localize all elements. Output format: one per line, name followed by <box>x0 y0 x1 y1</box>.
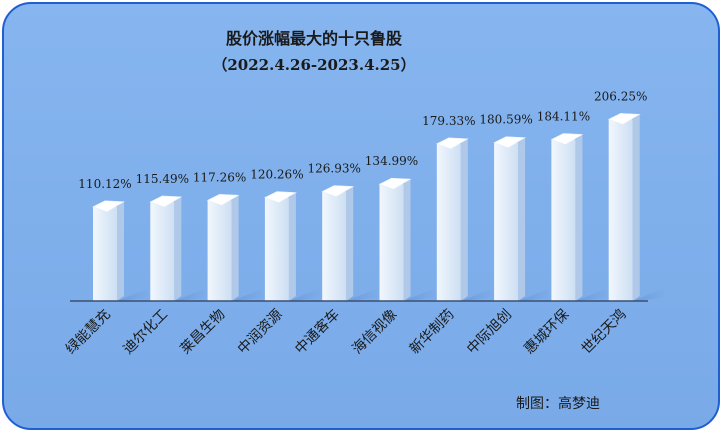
bar-6 <box>378 177 438 301</box>
bar-shadow <box>460 289 495 301</box>
bar-value-label: 115.49% <box>136 172 189 186</box>
bar-top <box>436 137 469 150</box>
bar-top <box>378 177 412 190</box>
bar-front <box>207 200 232 301</box>
bar-top <box>321 185 355 197</box>
bar-5 <box>321 185 381 301</box>
bar-front <box>264 197 289 301</box>
bar-side <box>346 186 354 301</box>
bar-4 <box>264 191 323 301</box>
bar-front <box>494 142 519 301</box>
bar-side <box>231 195 239 301</box>
bar-front <box>436 143 461 301</box>
bar-1 <box>92 200 151 301</box>
bar-value-label: 184.11% <box>537 109 590 123</box>
bar-top <box>550 133 584 145</box>
bar-front <box>93 206 117 301</box>
bar-top <box>493 136 527 148</box>
bar-9 <box>550 133 610 301</box>
bar-top <box>264 191 297 203</box>
bar-series: 110.12% 115.49% 117.26% 120.26% 126.93% 134.9… <box>78 89 667 301</box>
bar-side <box>575 134 583 301</box>
bar-shadow <box>575 289 610 301</box>
bar-front <box>379 184 404 301</box>
bar-8 <box>493 136 553 301</box>
bar-shadow <box>288 289 323 301</box>
bar-value-label: 206.25% <box>594 89 647 103</box>
bar-value-label: 134.99% <box>365 154 418 168</box>
bar-shadow <box>632 289 667 301</box>
bar-shadow <box>518 289 553 301</box>
bar-front <box>608 119 633 301</box>
bar-value-label: 180.59% <box>479 113 532 127</box>
bar-value-label: 179.33% <box>422 114 475 128</box>
bar-side <box>174 196 182 301</box>
bar-2 <box>149 195 209 301</box>
bar-side <box>288 192 296 301</box>
bar-side <box>403 179 411 301</box>
bar-value-label: 117.26% <box>193 170 246 184</box>
bar-value-label: 110.12% <box>78 177 131 191</box>
bar-side <box>518 137 526 301</box>
bar-front <box>551 139 576 301</box>
bar-shadow <box>117 289 151 301</box>
bar-front <box>150 201 175 301</box>
bar-side <box>460 138 468 301</box>
chart-subtitle: （2022.4.26-2023.4.25） <box>212 56 415 74</box>
bar-front <box>322 191 347 301</box>
bar-top <box>92 200 126 213</box>
bar-3 <box>206 193 266 301</box>
bar-top <box>149 195 183 208</box>
bar-shadow <box>231 289 266 301</box>
bar-shadow <box>403 289 438 301</box>
bar-top <box>206 193 240 206</box>
credit-text: 制图：高梦迪 <box>516 395 600 412</box>
bar-side <box>117 201 124 301</box>
bar-value-label: 126.93% <box>308 161 361 175</box>
bar-value-label: 120.26% <box>250 168 303 182</box>
bar-side <box>632 114 640 301</box>
bar-shadow <box>346 289 381 301</box>
bar-7 <box>436 137 495 301</box>
bar-shadow <box>174 289 209 301</box>
bar-10 <box>607 113 667 301</box>
bar-top <box>607 113 641 125</box>
chart-title: 股价涨幅最大的十只鲁股 <box>226 29 403 48</box>
